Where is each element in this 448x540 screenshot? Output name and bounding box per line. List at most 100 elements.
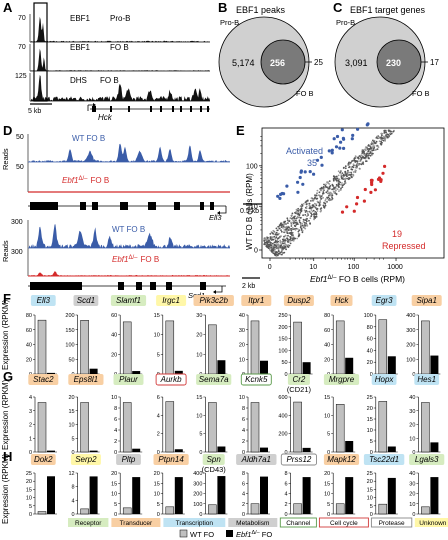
bar-tick: 5: [327, 432, 330, 438]
bar-tick: 60: [324, 328, 330, 334]
d-bottom-ylab: Reads: [1, 240, 10, 262]
bar-tick: 10: [367, 428, 373, 434]
bar-tick: 5: [157, 352, 160, 358]
gene-label-box: [193, 295, 234, 306]
panel-f: F Expression (RPKM) Ell3020406080Scd1050…: [1, 291, 442, 378]
gene-label: Itpr1: [248, 296, 264, 305]
svg-text:Ebf1Δ/–FO B: Ebf1Δ/– FO B: [112, 255, 159, 264]
bar-tick: 150: [65, 328, 74, 334]
category-legend-item: Transcription: [176, 520, 214, 527]
panel-g: G Expression (RPKM) Stac2 0 1 2 3 4 Eps8l1 0 5 10…: [1, 369, 441, 456]
bar-wt: [335, 503, 345, 515]
repressed-label: Repressed: [382, 241, 426, 251]
gene-label-box: [70, 454, 101, 465]
svg-text:FO B: FO B: [412, 89, 430, 98]
gene-label-box: [156, 295, 187, 306]
bar-ko: [302, 477, 311, 514]
svg-text:17: 17: [430, 58, 439, 67]
bar-tick: 2: [114, 439, 117, 445]
bar-wt: [80, 402, 89, 453]
bar-tick: 50: [68, 357, 74, 363]
activated-label: Activated: [286, 146, 323, 156]
bar-tick: 2: [242, 502, 245, 508]
category-legend-swatch: [414, 518, 448, 527]
track3-name: DHS: [70, 76, 87, 85]
bar-wt: [165, 320, 175, 375]
bar-tick: 10: [324, 413, 330, 419]
gene-sublabel: (CD43): [202, 465, 227, 474]
panel-c: C EBF1 target genes Pro-B 3,091 230 17 F…: [333, 0, 439, 108]
gene-label: Ptpn14: [158, 455, 184, 464]
category-legend-item: Channel: [286, 520, 311, 527]
bar-tick: 8: [242, 406, 245, 412]
category-legend-item: Transducer: [120, 520, 153, 527]
track1-ymax: 70: [18, 15, 26, 22]
bar-tick: 60: [26, 328, 32, 334]
bar-tick: 15: [324, 481, 330, 487]
bar-tick: 3: [29, 409, 32, 415]
bar-tick: 0: [157, 450, 160, 456]
bar-tick: 6: [242, 481, 245, 487]
gene-label-box: [363, 454, 405, 465]
svg-text:WT FO: WT FO: [190, 530, 214, 539]
gene-label-box: [371, 295, 397, 306]
gene-label: Prss12: [286, 455, 311, 464]
bar-tick: 20: [409, 423, 415, 429]
bar-tick: 40: [324, 343, 330, 349]
bars-h: Dok20510152025Serp204812Pltp05101520Ptpn…: [26, 453, 445, 518]
bar-tick: 30: [196, 313, 202, 319]
bar-ko: [345, 441, 354, 452]
peak-highlight-box: [33, 2, 48, 102]
bar-tick: 200: [406, 343, 415, 349]
bar-tick: 4: [242, 492, 245, 498]
gene-hck: Hck: [98, 113, 113, 122]
bar-wt: [421, 320, 430, 375]
scd1-gene-model: [30, 282, 206, 290]
track2-cond: FO B: [110, 43, 129, 52]
bar-tick: 100: [193, 502, 202, 508]
bar-ko: [89, 450, 98, 452]
e-xtick: 0: [268, 264, 272, 271]
bar-tick: 30: [239, 328, 245, 334]
bar-tick: 2: [242, 439, 245, 445]
bar-tick: 15: [367, 417, 373, 423]
svg-text:3,091: 3,091: [345, 58, 368, 68]
bar-tick: 10: [154, 333, 160, 339]
svg-text:0.5 kb: 0.5 kb: [240, 208, 259, 215]
bar-ko: [47, 450, 55, 452]
panel-d: D Reads 50 WT FO B 50 Ebf1Δ/– FO B Ell3 0…: [1, 123, 264, 300]
bar-tick: 150: [278, 337, 287, 343]
bar-tick: 20: [111, 352, 117, 358]
bar-tick: 0: [29, 512, 32, 518]
bar-tick: 15: [26, 487, 32, 493]
e-ylabel: WT FO B cells (RPM): [245, 173, 254, 250]
bar-tick: 200: [65, 313, 74, 319]
bar-tick: 40: [26, 343, 32, 349]
gene-label: Hes1: [417, 375, 436, 384]
svg-text:H: H: [3, 449, 12, 464]
bar-wt: [208, 504, 217, 515]
bar-tick: 6: [242, 417, 245, 423]
bar-tick: 6: [157, 395, 160, 401]
svg-text:300: 300: [11, 219, 23, 226]
d-top-ylab: Reads: [1, 148, 10, 170]
svg-text:25: 25: [314, 58, 323, 67]
bar-tick: 0: [327, 450, 330, 456]
bar-tick: 15: [324, 395, 330, 401]
bar-tick: 4: [114, 428, 117, 434]
gene-label-box: [330, 295, 353, 306]
gene-label-box: [30, 454, 56, 465]
e-ytick: 100: [246, 163, 258, 170]
bar-wt: [378, 401, 388, 453]
bar-wt: [293, 401, 302, 453]
svg-text:2 kb: 2 kb: [242, 283, 255, 290]
scatter-points: [263, 122, 395, 257]
svg-text:FO B: FO B: [296, 89, 314, 98]
bar-tick: 600: [278, 395, 287, 401]
bar-tick: 0: [114, 512, 117, 518]
gene-label-box: [409, 454, 445, 465]
gene-label-box: [202, 454, 225, 465]
bar-wt: [37, 319, 47, 375]
bar-ko: [387, 446, 396, 452]
